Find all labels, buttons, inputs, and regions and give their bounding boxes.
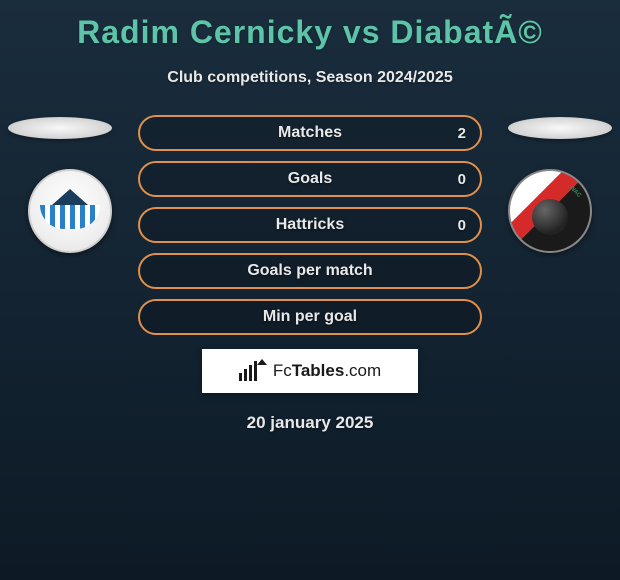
- stat-row-goals: Goals 0: [138, 161, 482, 197]
- club-badge-right: WAC: [508, 169, 592, 253]
- stat-right-value: 2: [458, 125, 466, 142]
- stat-label: Min per goal: [263, 308, 357, 326]
- stat-row-min-per-goal: Min per goal: [138, 299, 482, 335]
- stat-label: Hattricks: [276, 216, 344, 234]
- badge-text-icon: WAC: [568, 185, 582, 199]
- chart-icon: [239, 361, 267, 381]
- stat-right-value: 0: [458, 171, 466, 188]
- page-subtitle: Club competitions, Season 2024/2025: [0, 69, 620, 87]
- badge-ball-icon: [532, 199, 568, 235]
- brand-text: FcTables.com: [273, 361, 381, 381]
- stat-rows-container: Matches 2 Goals 0 Hattricks 0 Goals per …: [138, 115, 482, 335]
- stat-label: Matches: [278, 124, 342, 142]
- stat-label: Goals per match: [247, 262, 372, 280]
- stat-row-goals-per-match: Goals per match: [138, 253, 482, 289]
- stat-right-value: 0: [458, 217, 466, 234]
- club-badge-left: [28, 169, 112, 253]
- player-left-base: [8, 117, 112, 139]
- badge-mountain-icon: [52, 189, 88, 205]
- comparison-area: WAC Matches 2 Goals 0 Hattricks 0 Goals …: [0, 115, 620, 433]
- brand-box[interactable]: FcTables.com: [202, 349, 418, 393]
- stat-label: Goals: [288, 170, 332, 188]
- date-text: 20 january 2025: [0, 413, 620, 433]
- badge-stripes-icon: [40, 205, 100, 229]
- stat-row-hattricks: Hattricks 0: [138, 207, 482, 243]
- player-right-base: [508, 117, 612, 139]
- stat-row-matches: Matches 2: [138, 115, 482, 151]
- page-title: Radim Cernicky vs DiabatÃ©: [0, 0, 620, 51]
